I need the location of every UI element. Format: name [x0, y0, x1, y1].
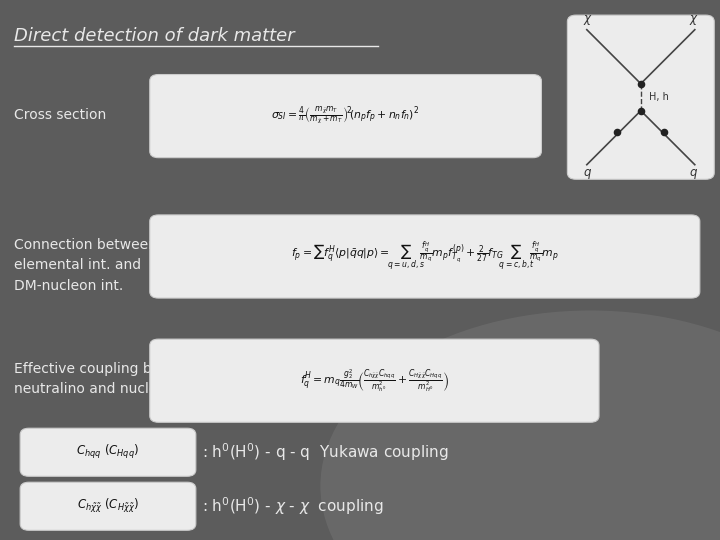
Text: $\chi$: $\chi$ [583, 13, 593, 27]
Point [635, 106, 647, 115]
Text: $f_p = \sum f_q^H \langle p|\bar{q}q|p\rangle = \!\!\sum_{q=u,d,s}\!\! \frac{f_q: $f_p = \sum f_q^H \langle p|\bar{q}q|p\r… [291, 240, 559, 273]
FancyBboxPatch shape [150, 339, 599, 422]
Text: Cross section: Cross section [14, 108, 107, 122]
FancyBboxPatch shape [567, 15, 714, 179]
Text: : $\mathrm{h^0(H^0)}$ - $\chi$ - $\chi$  coupling: : $\mathrm{h^0(H^0)}$ - $\chi$ - $\chi$ … [202, 495, 383, 517]
Text: : $\mathrm{h^0(H^0)}$ - q - q  Yukawa coupling: : $\mathrm{h^0(H^0)}$ - q - q Yukawa cou… [202, 441, 449, 463]
Text: H, h: H, h [649, 92, 670, 102]
Text: Effective coupling between
neutralino and nucleon: Effective coupling between neutralino an… [14, 362, 203, 396]
FancyBboxPatch shape [20, 428, 196, 476]
FancyBboxPatch shape [150, 215, 700, 298]
Point [635, 79, 647, 88]
FancyBboxPatch shape [20, 482, 196, 530]
Text: $q$: $q$ [689, 167, 698, 181]
FancyBboxPatch shape [150, 75, 541, 158]
Text: $f_q^H = m_q \frac{g_2^2}{4m_W}\!\left(\frac{C_{h\tilde{\chi}\tilde{\chi}}C_{hqq: $f_q^H = m_q \frac{g_2^2}{4m_W}\!\left(\… [300, 367, 449, 394]
Text: $\chi$: $\chi$ [688, 13, 698, 27]
Text: $C_{hqq}\ (C_{Hqq})$: $C_{hqq}\ (C_{Hqq})$ [76, 443, 140, 461]
Text: $q$: $q$ [583, 167, 593, 181]
Point [612, 128, 624, 137]
Text: $\sigma_{SI} = \frac{4}{\pi}\left(\frac{m_{\tilde{\chi}} m_T}{m_{\tilde{\chi}} +: $\sigma_{SI} = \frac{4}{\pi}\left(\frac{… [271, 105, 420, 127]
Text: Direct detection of dark matter: Direct detection of dark matter [14, 27, 295, 45]
Text: $C_{h\tilde{\chi}\tilde{\chi}}\ (C_{H\tilde{\chi}\tilde{\chi}})$: $C_{h\tilde{\chi}\tilde{\chi}}\ (C_{H\ti… [77, 497, 139, 515]
Text: Connection between
elemental int. and
DM-nucleon int.: Connection between elemental int. and DM… [14, 238, 157, 293]
Ellipse shape [320, 310, 720, 540]
Point [659, 128, 670, 137]
